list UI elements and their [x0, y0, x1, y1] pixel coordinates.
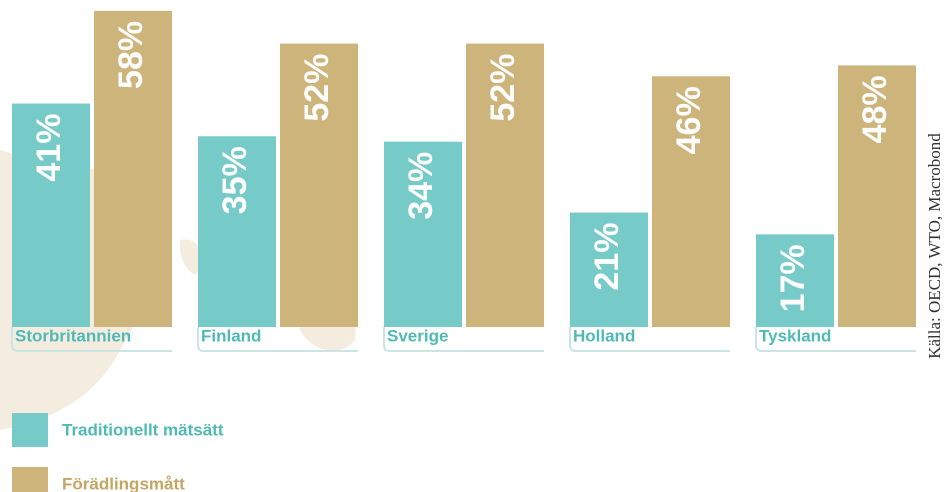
category-bracket — [569, 327, 730, 352]
value-label: 46% — [670, 86, 708, 154]
value-label: 34% — [402, 152, 440, 220]
x-tick-label: Tyskland — [759, 326, 831, 345]
category-bracket — [383, 327, 544, 352]
bar — [94, 10, 172, 328]
value-label: 48% — [856, 75, 894, 143]
value-label: 21% — [588, 223, 626, 291]
x-tick-label: Finland — [201, 326, 261, 345]
bar — [280, 43, 358, 327]
legend-swatch — [12, 467, 48, 492]
bar — [198, 136, 276, 327]
bar — [652, 76, 730, 327]
category-bracket — [197, 327, 358, 352]
bar — [466, 43, 544, 327]
bar — [756, 234, 834, 327]
category-bracket — [755, 327, 916, 352]
source: Källa: OECD, WTO, Macrobond — [925, 133, 944, 359]
bar — [570, 212, 648, 327]
bar — [384, 141, 462, 327]
legend-label: Traditionellt mätsätt — [62, 420, 224, 439]
x-tick-label: Storbritannien — [15, 326, 131, 345]
legend-label: Förädlingsmått — [62, 474, 185, 492]
value-label: 35% — [216, 146, 254, 214]
x-tick-label: Holland — [573, 326, 635, 345]
value-label: 17% — [774, 244, 812, 312]
x-tick-label: Sverige — [387, 326, 448, 345]
value-label: 52% — [484, 54, 522, 122]
bar — [12, 103, 90, 327]
legend-swatch — [12, 413, 48, 447]
value-label: 41% — [30, 114, 68, 182]
bar — [838, 65, 916, 328]
value-label: 58% — [112, 21, 150, 89]
category-bracket — [11, 327, 172, 352]
value-label: 52% — [298, 54, 336, 122]
